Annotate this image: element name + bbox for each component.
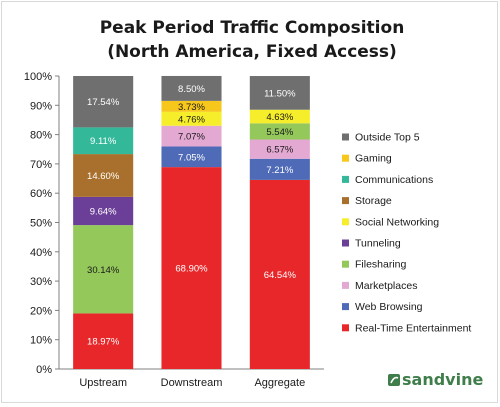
legend-item: Marketplaces — [342, 280, 417, 292]
legend-item: Outside Top 5 — [342, 132, 420, 144]
legend-swatch — [342, 239, 349, 247]
data-label: 4.76% — [178, 114, 205, 125]
legend-swatch — [342, 175, 349, 183]
bar-segment — [161, 75, 222, 101]
brand-logo: sandvine — [388, 370, 483, 389]
y-tick-label: 20% — [30, 305, 52, 317]
legend-swatch — [342, 260, 349, 268]
y-tick-label: 50% — [30, 218, 52, 230]
data-label: 11.50% — [264, 88, 296, 99]
bar-segment — [161, 100, 222, 112]
legend-label: Web Browsing — [355, 301, 423, 313]
legend-swatch — [342, 303, 349, 311]
legend-label: Marketplaces — [355, 280, 417, 292]
x-axis-labels: Upstream Downstream Aggregate — [79, 377, 305, 389]
data-label: 64.54% — [264, 270, 297, 281]
data-label: 17.54% — [87, 97, 120, 108]
bar-segment — [73, 196, 134, 226]
data-label: 7.21% — [266, 165, 293, 176]
bar-segment — [73, 127, 134, 155]
y-tick-label: 60% — [30, 188, 52, 200]
data-label: 3.73% — [178, 102, 205, 113]
bar-segment — [249, 139, 310, 159]
bar-segment — [73, 225, 134, 314]
y-tick-label: 100% — [24, 71, 52, 83]
legend-swatch — [342, 218, 349, 226]
y-tick-label: 10% — [30, 335, 52, 347]
brand-name: sandvine — [402, 370, 483, 389]
data-label: 30.14% — [87, 265, 120, 276]
sandvine-logo-icon — [388, 374, 400, 386]
legend-label: Real-Time Entertainment — [355, 322, 471, 334]
bar-segment — [161, 167, 222, 369]
legend-item: Web Browsing — [342, 301, 423, 313]
data-label: 18.97% — [87, 337, 120, 348]
legend-label: Social Networking — [355, 216, 439, 228]
y-tick-label: 0% — [36, 364, 52, 376]
y-tick-label: 30% — [30, 276, 52, 288]
bar-segment — [249, 109, 310, 124]
legend: Outside Top 5 Gaming Communications Storage… — [342, 132, 471, 334]
data-label: 9.11% — [90, 136, 117, 147]
legend-swatch — [342, 154, 349, 162]
data-label: 9.64% — [90, 206, 117, 217]
legend-label: Filesharing — [355, 259, 407, 271]
stacked-bars: 18.97% 30.14% 9.64% 14.60% 9.11% 17.54% 68.90%… — [73, 75, 310, 369]
legend-item: Real-Time Entertainment — [342, 322, 471, 334]
y-axis: 0% 10% 20% 30% 40% 50% 60% 70% 80% 90% 100% — [24, 71, 324, 376]
data-label: 68.90% — [175, 264, 208, 275]
y-tick-label: 90% — [30, 100, 52, 112]
legend-item: Gaming — [342, 153, 392, 165]
bar-segment — [73, 76, 134, 128]
legend-swatch — [342, 281, 349, 289]
legend-label: Gaming — [355, 153, 392, 165]
legend-item: Social Networking — [342, 216, 439, 228]
legend-swatch — [342, 197, 349, 205]
data-label: 6.57% — [266, 145, 293, 156]
chart-title-line-2: (North America, Fixed Access) — [107, 42, 397, 62]
data-label: 4.63% — [266, 112, 293, 123]
bar-segment — [249, 179, 310, 369]
bar-segment — [161, 111, 222, 126]
legend-label: Communications — [355, 174, 433, 186]
bar-segment — [249, 158, 310, 180]
x-tick-label: Upstream — [79, 377, 127, 389]
bar-segment — [161, 146, 222, 168]
data-label: 8.50% — [178, 84, 205, 95]
legend-item: Storage — [342, 195, 392, 207]
data-label: 14.60% — [87, 171, 120, 182]
bar-segment — [249, 76, 310, 110]
bar-segment — [249, 123, 310, 140]
data-label: 7.07% — [178, 132, 205, 143]
bar-segment — [161, 125, 222, 147]
legend-item: Filesharing — [342, 259, 407, 271]
data-label: 5.54% — [266, 127, 293, 138]
y-tick-label: 80% — [30, 130, 52, 142]
x-tick-label: Downstream — [161, 377, 223, 389]
y-tick-label: 70% — [30, 159, 52, 171]
legend-item: Tunneling — [342, 238, 401, 250]
data-label: 7.05% — [178, 152, 205, 163]
legend-label: Outside Top 5 — [355, 132, 420, 144]
chart-title-line-1: Peak Period Traffic Composition — [100, 18, 405, 38]
x-tick-label: Aggregate — [254, 377, 305, 389]
legend-label: Tunneling — [355, 238, 401, 250]
y-tick-label: 40% — [30, 247, 52, 259]
legend-label: Storage — [355, 195, 392, 207]
legend-swatch — [342, 133, 349, 141]
legend-item: Communications — [342, 174, 433, 186]
bar-segment — [73, 313, 134, 369]
legend-swatch — [342, 324, 349, 332]
bar-segment — [73, 154, 134, 197]
